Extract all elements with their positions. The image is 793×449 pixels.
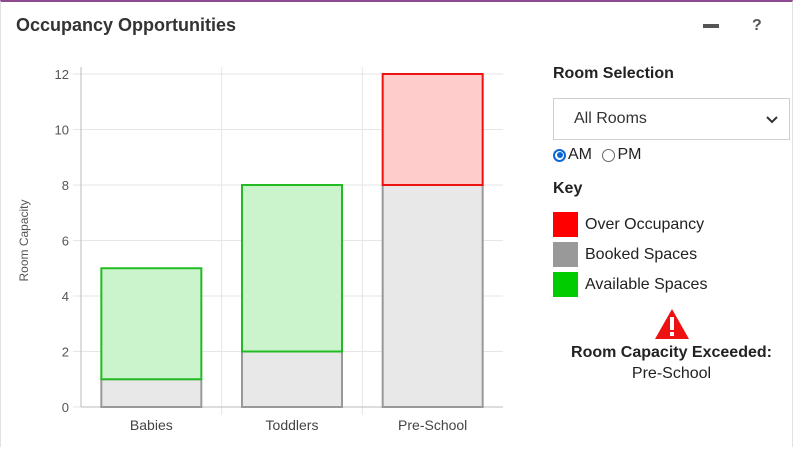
key-item-over-occupancy: Over Occupancy [553, 212, 704, 237]
widget-title: Occupancy Opportunities [16, 15, 237, 35]
y-tick-label: 12 [55, 67, 69, 82]
room-select[interactable]: All Rooms [553, 98, 790, 140]
y-tick-label: 2 [62, 345, 69, 360]
key-heading: Key [553, 180, 583, 197]
help-icon[interactable]: ? [752, 17, 762, 34]
widget-header: Occupancy Opportunities ? [1, 2, 792, 50]
y-tick-label: 0 [62, 400, 69, 415]
y-tick-label: 8 [62, 178, 69, 193]
pm-radio[interactable] [602, 148, 616, 162]
bar-over-occupancy [381, 73, 484, 186]
pm-radio-option[interactable]: PM [602, 146, 641, 164]
x-tick-label: Babies [130, 417, 173, 433]
warning-triangle-icon [654, 309, 689, 339]
key-swatch [553, 242, 578, 267]
key-label: Booked Spaces [585, 245, 698, 263]
bar-booked-spaces [241, 350, 343, 408]
room-selection-heading: Room Selection [553, 65, 674, 82]
pm-label: PM [617, 146, 642, 163]
key-swatch [553, 212, 578, 237]
key-item-available-spaces: Available Spaces [553, 272, 707, 297]
am-radio[interactable] [553, 148, 566, 162]
am-radio-option[interactable]: AM [553, 146, 592, 164]
occupancy-chart: 0 2 4 6 8 10 12 Babies Toddlers Pre-School Room Ca… [17, 67, 503, 433]
y-tick-label: 6 [62, 234, 69, 249]
warning-title: Room Capacity Exceeded: [571, 344, 772, 361]
bar-available-spaces [100, 267, 203, 381]
x-tick-label: Pre-School [398, 417, 467, 433]
bar-booked-spaces [381, 184, 484, 408]
warning-room: Pre-School [631, 365, 712, 382]
y-tick-label: 4 [62, 289, 69, 304]
x-tick-label: Toddlers [266, 417, 319, 433]
key-label: Over Occupancy [585, 215, 705, 233]
am-label: AM [568, 146, 592, 163]
key-label: Available Spaces [585, 275, 708, 293]
y-axis-title: Room Capacity [17, 199, 31, 281]
bar-booked-spaces [100, 378, 203, 408]
room-select-value: All Rooms [574, 110, 647, 127]
key-swatch [553, 272, 578, 297]
minimize-icon[interactable] [703, 24, 719, 28]
chevron-down-icon [766, 116, 778, 124]
key-item-booked-spaces: Booked Spaces [553, 242, 697, 267]
session-radio-group: AM PM [553, 146, 647, 166]
capacity-warning: Room Capacity Exceeded: Pre-School [553, 308, 790, 383]
y-tick-label: 10 [55, 123, 69, 138]
bar-available-spaces [241, 184, 343, 353]
